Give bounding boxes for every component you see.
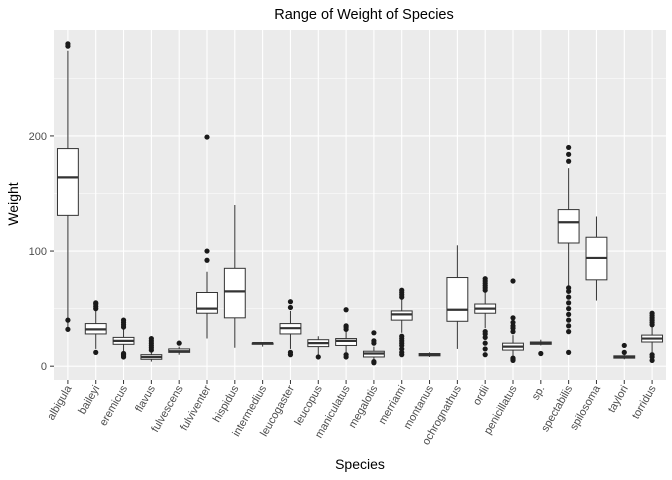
outlier-point [343,352,349,358]
outlier-point [566,285,572,291]
outlier-point [566,144,572,151]
box-ordii [474,276,497,358]
box-merriami [390,287,413,358]
outlier-point [566,300,572,306]
outlier-point [649,310,655,316]
outlier-point [510,278,516,284]
outlier-point [621,349,627,355]
box-penicillatus [502,278,524,364]
box-iqr [557,209,580,244]
outlier-point [371,330,377,336]
y-axis: 0 100 200 [29,131,54,373]
box-spilosoma [585,216,608,301]
x-tick-label: ordii [471,384,492,408]
outlier-point [343,307,349,313]
outlier-point [566,306,572,312]
outlier-point [399,333,405,339]
outlier-point [510,355,516,361]
outlier-point [566,329,572,335]
outlier-point [65,317,71,323]
box-leucopus [307,336,330,360]
plot-panel [54,30,666,380]
outlier-point [649,352,655,358]
box-spectabilis [557,144,580,355]
box-sp [529,339,552,357]
outlier-point [120,350,127,357]
outlier-point [566,311,572,317]
box-taylori [613,342,636,360]
outlier-point [482,276,488,282]
y-tick-label: 200 [29,131,47,143]
box-iqr [335,338,358,346]
box-hispidus [223,205,246,348]
outlier-point [566,317,572,323]
box-ochrognathus [446,245,469,349]
box-torridus [641,310,664,364]
box-maniculatus [335,307,358,360]
box-iqr [446,277,469,322]
box-albigula [56,41,79,332]
outlier-point [621,342,627,349]
chart-title: Range of Weight of Species [274,7,453,23]
outlier-point [399,287,405,293]
box-montanus [418,352,441,357]
box-intermedius [251,342,274,347]
outlier-point [510,319,516,326]
x-tick-label: baileyi [76,384,102,417]
outlier-point [93,300,99,306]
outlier-point [371,338,377,344]
box-iqr [390,310,413,321]
outlier-point [343,323,349,329]
outlier-point [315,354,321,360]
box-fulviventer [196,134,218,339]
outlier-point [566,349,572,355]
outlier-point [93,349,99,355]
x-tick-label: sp. [530,384,548,403]
box-megalotis [362,330,385,366]
outlier-point [482,352,488,358]
outlier-point [120,317,127,323]
outlier-point [566,158,572,164]
box-iqr [56,148,79,216]
box-leucogaster [279,299,302,358]
x-axis-title: Species [335,456,385,472]
x-tick-label: eremicus [97,383,130,428]
y-tick-label: 0 [41,361,47,373]
outlier-point [287,349,294,355]
outlier-point [65,43,71,49]
box-flavus [140,335,163,362]
outlier-point [176,340,182,346]
outlier-point [510,315,516,321]
outlier-point [371,358,377,365]
x-tick-label: taylori [606,384,631,415]
outlier-point [538,350,544,357]
outlier-point [566,151,572,157]
box-series [56,41,664,366]
x-tick-label: flavus [133,383,158,414]
box-iqr [196,292,218,314]
outlier-point [287,304,294,311]
box-eremicus [112,317,135,360]
y-tick-label: 100 [29,246,47,258]
x-tick-label: albigula [45,383,75,423]
outlier-point [204,248,210,254]
box-fulvescens [168,340,191,355]
outlier-point [566,294,572,300]
outlier-point [204,257,210,263]
x-tick-label: torridus [630,383,659,421]
outlier-point [148,335,154,342]
outlier-point [204,134,210,140]
box-iqr [223,267,246,319]
outlier-point [566,323,572,329]
outlier-point [65,326,71,332]
outlier-point [482,340,488,346]
y-axis-title: Weight [5,182,21,225]
outlier-point [482,346,488,352]
outlier-point [482,329,488,335]
outlier-point [287,299,294,305]
x-tick-label: hispidus [211,383,242,424]
box-baileyi [84,300,107,355]
